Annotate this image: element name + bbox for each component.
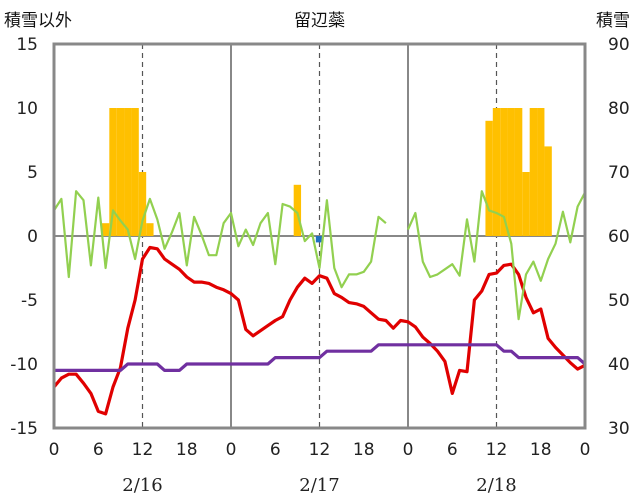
x-tick-label: 18 <box>530 440 552 460</box>
bar <box>131 108 139 236</box>
chart-title: 留辺蘂 <box>294 11 345 31</box>
bar <box>500 108 508 236</box>
snow-depth-bars <box>101 108 552 243</box>
bar <box>138 172 147 236</box>
series-line <box>54 343 587 372</box>
x-tick-label: 6 <box>447 440 458 460</box>
bar <box>507 108 515 236</box>
left-tick-label: 10 <box>16 99 38 119</box>
right-tick-label: 90 <box>608 35 630 55</box>
bar <box>485 120 493 236</box>
bar <box>109 108 117 236</box>
bar <box>522 172 530 236</box>
date-label: 2/17 <box>299 475 339 496</box>
right-tick-label: 70 <box>608 163 630 183</box>
plot-frame <box>52 42 587 430</box>
date-label: 2/16 <box>122 475 162 496</box>
right-tick-label: 30 <box>608 419 630 439</box>
left-tick-label: 5 <box>27 163 38 183</box>
x-tick-label: 18 <box>353 440 375 460</box>
x-tick-label: 0 <box>226 440 237 460</box>
x-tick-label: 18 <box>176 440 198 460</box>
left-tick-label: -5 <box>21 291 38 311</box>
bar <box>529 108 538 236</box>
right-tick-label: 40 <box>608 355 630 375</box>
x-tick-label: 6 <box>270 440 281 460</box>
x-tick-label: 0 <box>403 440 414 460</box>
x-tick-label: 12 <box>486 440 508 460</box>
x-tick-label: 12 <box>132 440 154 460</box>
bar <box>146 223 154 236</box>
right-tick-label: 50 <box>608 291 630 311</box>
bar <box>492 108 501 236</box>
bar <box>124 108 132 236</box>
bar <box>101 223 110 236</box>
x-tick-label: 0 <box>580 440 591 460</box>
left-tick-label: -10 <box>10 355 38 375</box>
x-tick-label: 6 <box>93 440 104 460</box>
left-tick-label: 15 <box>16 35 38 55</box>
left-tick-label: 0 <box>27 227 38 247</box>
bar <box>116 108 125 236</box>
x-tick-label: 0 <box>49 440 60 460</box>
series-line <box>53 190 387 289</box>
bar <box>514 108 523 236</box>
date-label: 2/18 <box>476 475 516 496</box>
series-lines <box>52 190 587 416</box>
series-line <box>52 245 586 416</box>
right-tick-label: 80 <box>608 99 630 119</box>
bar <box>293 184 302 236</box>
bar <box>537 108 545 236</box>
right-tick-label: 60 <box>608 227 630 247</box>
left-axis-title: 積雪以外 <box>4 11 72 31</box>
bar <box>315 236 324 243</box>
series-line <box>406 190 586 321</box>
right-axis-title: 積雪 <box>596 11 630 31</box>
bar <box>544 146 552 236</box>
x-tick-label: 12 <box>309 440 331 460</box>
left-tick-label: -15 <box>10 419 38 439</box>
